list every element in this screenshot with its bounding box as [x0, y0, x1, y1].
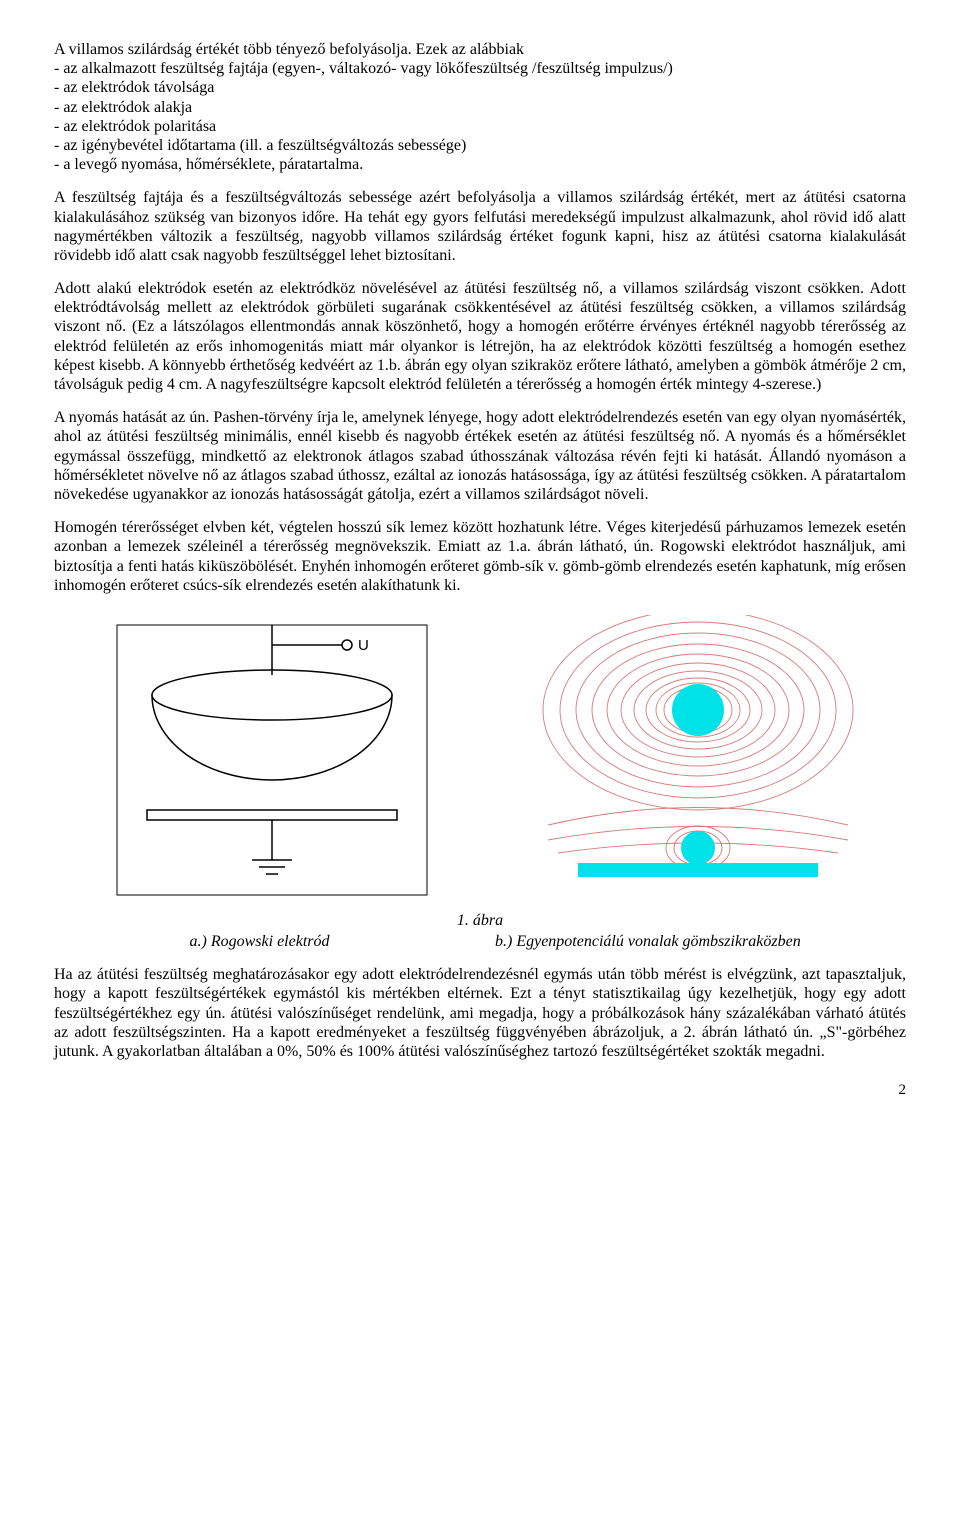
equipotential-diagram — [518, 615, 878, 905]
bullet-item: - az elektródok távolsága — [54, 78, 906, 97]
paragraph-3: A nyomás hatását az ún. Pashen-törvény í… — [54, 408, 906, 504]
intro-text: A villamos szilárdság értékét több ténye… — [54, 40, 906, 59]
bullet-item: - a levegő nyomása, hőmérséklete, párata… — [54, 155, 906, 174]
rogowski-diagram: U — [92, 615, 432, 905]
bullet-item: - az elektródok polaritása — [54, 117, 906, 136]
figure-row: U — [54, 615, 906, 905]
intro-block: A villamos szilárdság értékét több ténye… — [54, 40, 906, 174]
figure-a: U — [54, 615, 470, 905]
captions-row: a.) Rogowski elektród b.) Egyenpotenciál… — [54, 932, 906, 951]
bullet-item: - az alkalmazott feszültség fajtája (egy… — [54, 59, 906, 78]
paragraph-4: Homogén térerősséget elvben két, végtele… — [54, 518, 906, 595]
page-number: 2 — [54, 1081, 906, 1099]
figure-center-label: 1. ábra — [54, 911, 906, 930]
paragraph-5: Ha az átütési feszültség meghatározásako… — [54, 965, 906, 1061]
caption-b: b.) Egyenpotenciálú vonalak gömbszikrakö… — [465, 932, 906, 951]
voltage-label: U — [358, 637, 369, 654]
bullet-item: - az igénybevétel időtartama (ill. a fes… — [54, 136, 906, 155]
bullet-item: - az elektródok alakja — [54, 98, 906, 117]
figure-b — [490, 615, 906, 905]
paragraph-1: A feszültség fajtája és a feszültségvált… — [54, 188, 906, 265]
paragraph-2: Adott alakú elektródok esetén az elektró… — [54, 279, 906, 394]
caption-a: a.) Rogowski elektród — [54, 932, 465, 951]
